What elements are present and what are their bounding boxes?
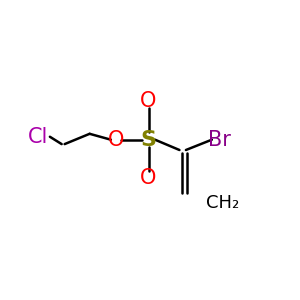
- Text: Br: Br: [208, 130, 231, 150]
- Text: S: S: [140, 130, 157, 150]
- Text: Cl: Cl: [28, 127, 48, 147]
- Text: O: O: [140, 168, 157, 188]
- Text: O: O: [140, 92, 157, 111]
- Text: O: O: [108, 130, 124, 150]
- Text: CH₂: CH₂: [206, 194, 239, 212]
